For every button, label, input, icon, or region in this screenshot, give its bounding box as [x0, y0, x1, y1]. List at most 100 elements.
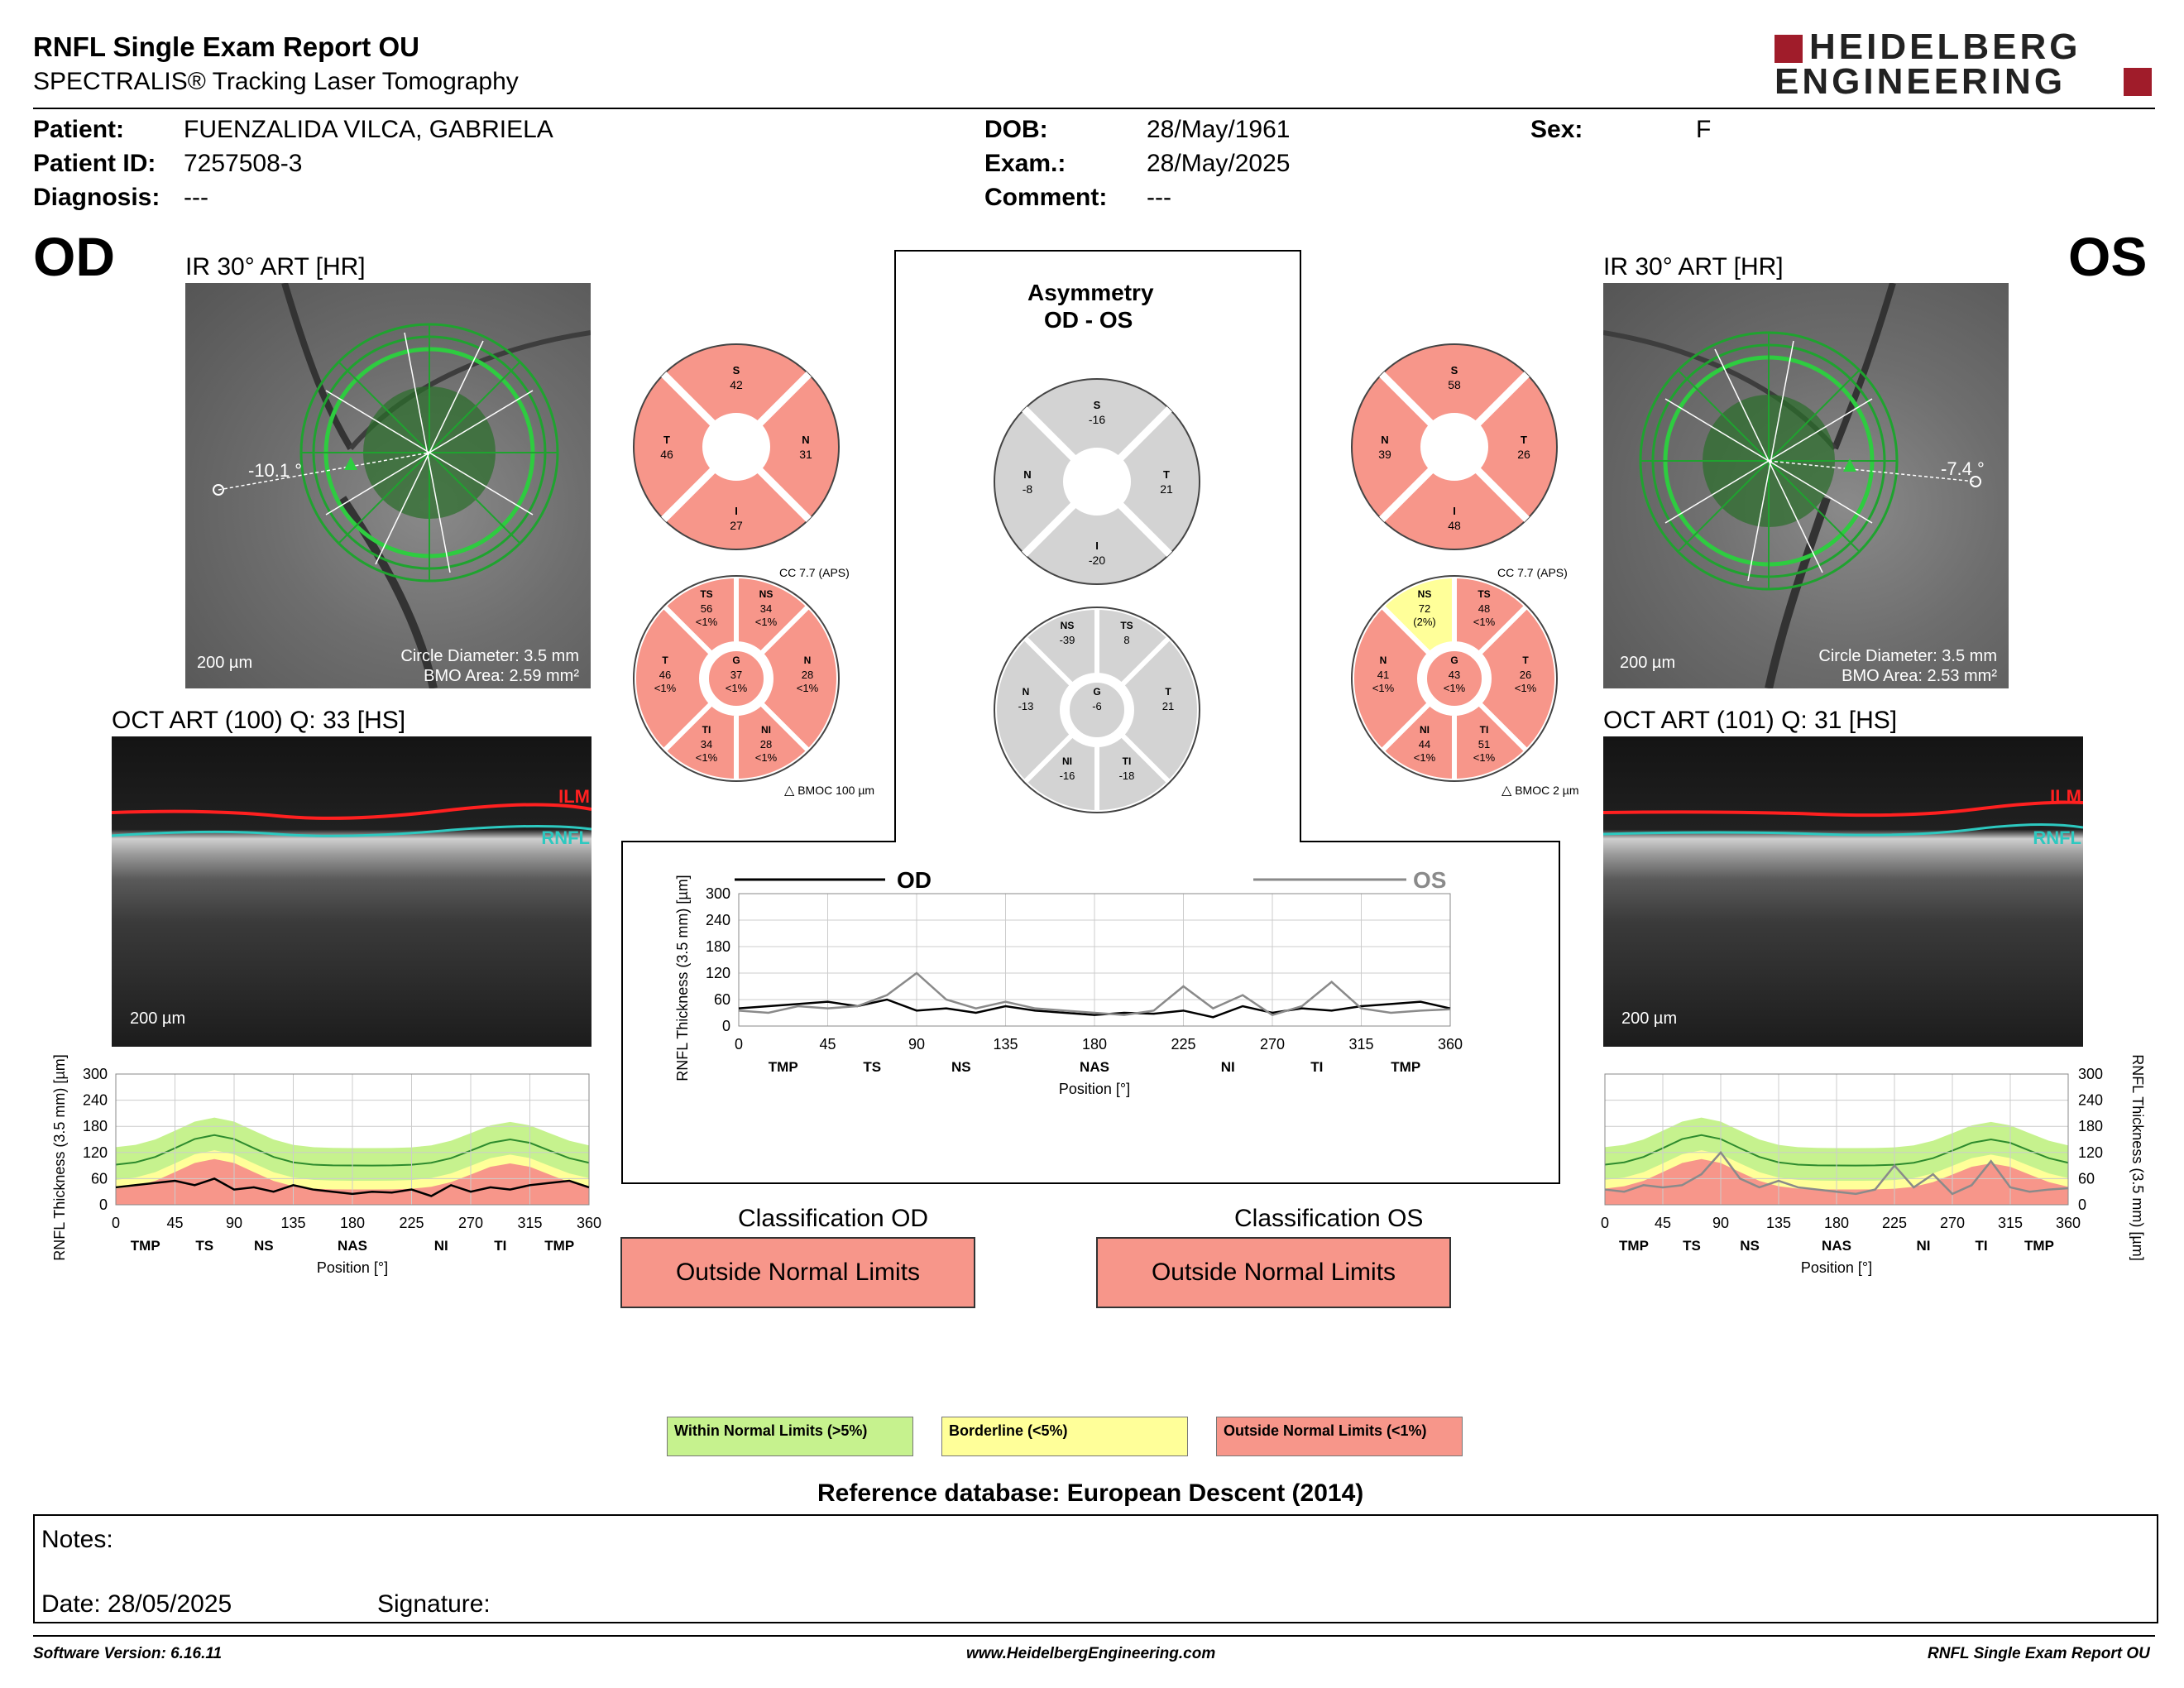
os-sector-ti-pct: <1%: [1473, 751, 1496, 764]
comment-value: ---: [1147, 184, 1171, 211]
od-oct-image: ILM RNFL 200 µm: [112, 736, 592, 1047]
y-tick-label: 60: [714, 991, 730, 1008]
os-oct-scale: 200 µm: [1621, 1009, 1678, 1028]
x-tick-label: 270: [458, 1215, 483, 1231]
asym-sector-s-label: S: [1094, 399, 1101, 411]
report-footer-name: RNFL Single Exam Report OU: [1928, 1645, 2150, 1662]
patient-label: Patient:: [33, 116, 125, 143]
report-subtitle: SPECTRALIS® Tracking Laser Tomography: [33, 68, 519, 95]
asym-sector-ti-label: TI: [1123, 755, 1132, 767]
os-oct-label: OCT ART (101) Q: 31 [HS]: [1603, 707, 1898, 734]
x-tick-label: 225: [399, 1215, 424, 1231]
os-label: OS: [2068, 226, 2148, 287]
od-oct-scale: 200 µm: [130, 1009, 186, 1028]
report-title: RNFL Single Exam Report OU: [33, 31, 419, 62]
os-six-sector-chart: NS72(2%)TS48<1%T26<1%TI51<1%NI44<1%N41<1…: [1349, 573, 1559, 784]
od-sector-ns-label: NS: [759, 588, 774, 600]
os-sector-t-pct: <1%: [1515, 682, 1537, 694]
asymmetry-subtitle: OD - OS: [1044, 307, 1133, 333]
series-line-os: [738, 971, 1451, 1017]
od-sector-ts-label: TS: [700, 588, 712, 600]
reference-database: Reference database: European Descent (20…: [817, 1479, 1364, 1507]
asym-four-sector-chart: S -16 N-8 T21 I -20: [994, 378, 1200, 585]
od-sector-t-value: 46: [660, 448, 673, 461]
asym-six-sector-chart: NS -39 TS 8 T 21 TI -18 NI -16 N -13 G -6: [992, 604, 1202, 816]
y-tick-label: 0: [2078, 1196, 2086, 1213]
x-tick-label: 315: [517, 1215, 542, 1231]
os-sector-ts-pct: <1%: [1473, 616, 1496, 628]
x-tick-label: 270: [1260, 1036, 1285, 1053]
x-tick-label: 90: [226, 1215, 242, 1231]
os-sector-ns-value: 72: [1419, 602, 1430, 615]
y-tick-label: 120: [706, 965, 730, 981]
series-line-os: [1604, 1150, 2069, 1196]
y-tick-label: 300: [83, 1066, 108, 1082]
diagnosis-value: ---: [184, 184, 208, 211]
diagnosis-label: Diagnosis:: [33, 184, 160, 211]
x-tick-label: 45: [166, 1215, 183, 1231]
software-version: Software Version: 6.16.11: [33, 1645, 223, 1662]
y-tick-label: 0: [722, 1018, 730, 1034]
y-tick-label: 60: [2078, 1170, 2095, 1187]
od-sector-n-value: 31: [799, 448, 812, 461]
asym-sector-ti-value: -18: [1119, 770, 1135, 782]
od-sector-n-label: N: [802, 434, 809, 446]
website-link[interactable]: www.HeidelbergEngineering.com: [966, 1645, 1216, 1662]
asym-sector-n-label: N: [1023, 686, 1030, 698]
os-sector-i-label: I: [1453, 505, 1456, 517]
x-tick-label: 45: [819, 1036, 836, 1053]
comment-label: Comment:: [984, 184, 1108, 211]
x-tick-label: 360: [2056, 1215, 2081, 1231]
x-tick-label: 135: [1766, 1215, 1791, 1231]
sex-value: F: [1696, 116, 1712, 143]
y-tick-label: 180: [83, 1118, 108, 1134]
os-sector-ns-label: NS: [1418, 588, 1432, 600]
sector-axis-label: TMP: [131, 1238, 160, 1254]
os-sector-n-value: 41: [1377, 669, 1389, 681]
od-sector-n-pct: <1%: [797, 682, 819, 694]
od-sector-ts-value: 56: [701, 602, 712, 615]
asym-sector-t-value: 21: [1160, 482, 1173, 496]
x-tick-label: 180: [1082, 1036, 1107, 1053]
od-sector-s-label: S: [733, 364, 740, 376]
sex-label: Sex:: [1530, 116, 1583, 143]
sector-axis-label: NAS: [338, 1238, 367, 1254]
os-rnfl-label: RNFL: [2033, 827, 2081, 848]
signature-label: Signature:: [377, 1590, 491, 1618]
asym-sector-ts-value: 8: [1123, 634, 1129, 646]
date-label: Date: 28/05/2025: [41, 1590, 232, 1618]
od-six-sector-chart: TS56<1%NS34<1%N28<1%NI28<1%TI34<1%T46<1%…: [631, 573, 841, 784]
x-axis-title: Position [°]: [1801, 1259, 1872, 1276]
os-sector-ni-value: 44: [1419, 738, 1430, 750]
sector-axis-label: TMP: [1391, 1059, 1420, 1075]
x-tick-label: 180: [1824, 1215, 1849, 1231]
os-sector-ns-pct: (2%): [1413, 616, 1435, 628]
os-sector-n-label: N: [1380, 655, 1387, 666]
od-sector-t-value: 46: [659, 669, 671, 681]
asym-sector-ni-label: NI: [1062, 755, 1072, 767]
os-sector-ts-value: 48: [1478, 602, 1490, 615]
os-ir-label: IR 30° ART [HR]: [1603, 253, 1784, 281]
os-sector-n-value: 39: [1378, 448, 1391, 461]
sector-axis-label: NAS: [1080, 1059, 1109, 1075]
x-tick-label: 180: [340, 1215, 365, 1231]
os-sector-t-value: 26: [1520, 669, 1531, 681]
od-sector-g-pct: <1%: [726, 682, 748, 694]
dob-value: 28/May/1961: [1147, 116, 1291, 143]
sector-axis-label: NI: [1917, 1238, 1931, 1254]
od-bmo-area: BMO Area: 2.59 mm²: [424, 667, 579, 685]
sector-axis-label: TI: [494, 1238, 506, 1254]
os-oct-image: ILM RNFL 200 µm: [1603, 736, 2083, 1047]
y-axis-title: RNFL Thickness (3.5 mm) [µm]: [2129, 1054, 2146, 1260]
od-sector-ns-value: 34: [760, 602, 772, 615]
od-circle-diameter: Circle Diameter: 3.5 mm: [400, 647, 579, 665]
od-sector-ti-value: 34: [701, 738, 712, 750]
asym-sector-g-value: -6: [1092, 700, 1102, 712]
asym-sector-t-value: 21: [1162, 700, 1174, 712]
os-ir-scale: 200 µm: [1620, 654, 1676, 672]
os-sector-n-pct: <1%: [1372, 682, 1395, 694]
heidelberg-logo: HEIDELBERG ENGINEERING: [1774, 26, 2155, 103]
notes-box[interactable]: Notes: Date: 28/05/2025 Signature:: [33, 1514, 2158, 1623]
os-classification-label: Classification OS: [1234, 1205, 1424, 1232]
